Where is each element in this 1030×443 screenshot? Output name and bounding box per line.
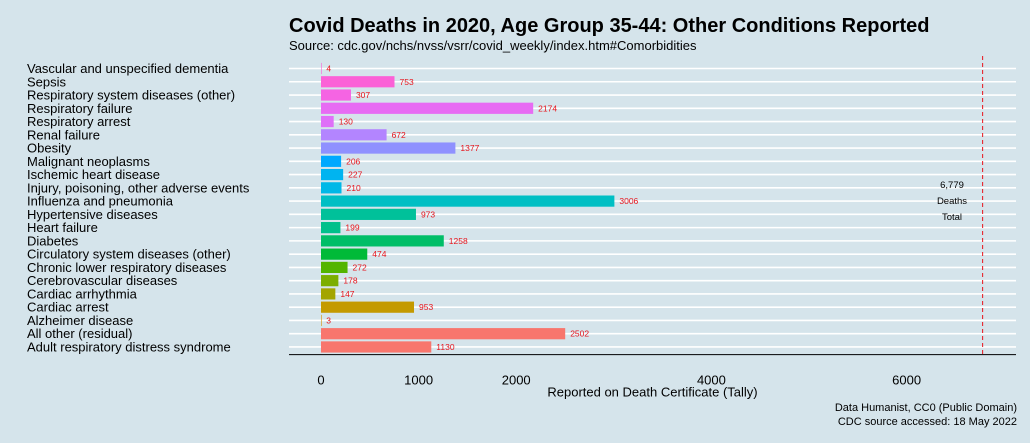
category-label: Hypertensive diseases	[27, 207, 158, 222]
bar	[321, 62, 322, 75]
chart-subtitle: Source: cdc.gov/nchs/nvss/vsrr/covid_wee…	[289, 38, 697, 53]
bar-value-label: 147	[340, 289, 354, 299]
bar-value-label: 307	[356, 90, 370, 100]
category-label: Ischemic heart disease	[27, 167, 160, 182]
bar	[321, 301, 415, 313]
x-tick-label: 4000	[697, 373, 726, 388]
category-label: Sepsis	[27, 74, 67, 89]
category-label: Cardiac arrhythmia	[27, 286, 138, 301]
category-label: All other (residual)	[27, 326, 133, 341]
bar-value-label: 227	[348, 170, 362, 180]
bar	[321, 328, 566, 340]
category-label: Circulatory system diseases (other)	[27, 247, 231, 262]
bar	[321, 115, 334, 128]
caption-credit: Data Humanist, CC0 (Public Domain)	[834, 402, 1017, 414]
bar	[321, 248, 368, 260]
bar	[321, 275, 339, 287]
bar	[321, 102, 534, 114]
bar-value-label: 206	[346, 156, 360, 166]
bar-value-label: 973	[421, 209, 435, 219]
bar	[321, 129, 387, 141]
category-label: Obesity	[27, 141, 72, 156]
total-annotation-line: Deaths	[937, 196, 967, 207]
caption-source-date: CDC source accessed: 18 May 2022	[837, 416, 1017, 428]
bar	[321, 261, 348, 273]
category-label: Respiratory arrest	[27, 114, 131, 129]
x-tick-label: 1000	[404, 373, 433, 388]
category-label: Chronic lower respiratory diseases	[27, 260, 227, 275]
category-label: Renal failure	[27, 127, 100, 142]
bar	[321, 288, 336, 300]
category-label: Adult respiratory distress syndrome	[27, 339, 231, 354]
x-tick-label: 0	[317, 373, 324, 388]
bar-value-label: 1377	[460, 143, 479, 153]
bar	[321, 222, 341, 234]
total-annotation-line: Total	[942, 212, 962, 223]
category-label: Heart failure	[27, 220, 98, 235]
bar	[321, 235, 444, 247]
bar-value-label: 2502	[570, 329, 589, 339]
bar-value-label: 272	[353, 262, 367, 272]
bar-value-label: 3006	[619, 196, 638, 206]
category-label: Respiratory failure	[27, 101, 133, 116]
bar-value-label: 1130	[436, 342, 455, 352]
bar	[321, 142, 456, 154]
bar	[321, 341, 432, 353]
bar-value-label: 672	[392, 130, 406, 140]
category-label: Injury, poisoning, other adverse events	[27, 180, 250, 195]
total-annotation-line: 6,779	[940, 180, 964, 191]
bar-value-label: 2174	[538, 103, 557, 113]
bar-value-label: 474	[372, 249, 386, 259]
x-tick-label: 6000	[892, 373, 921, 388]
category-label: Diabetes	[27, 233, 79, 248]
bar	[321, 195, 615, 207]
bar-value-label: 953	[419, 302, 433, 312]
bar	[321, 208, 416, 220]
bar	[321, 155, 342, 167]
bar	[321, 76, 395, 88]
x-tick-label: 2000	[502, 373, 531, 388]
category-label: Cerebrovascular diseases	[27, 273, 178, 288]
bar-value-label: 3	[326, 315, 331, 325]
x-axis-title: Reported on Death Certificate (Tally)	[547, 385, 757, 400]
bar	[321, 168, 344, 181]
category-label: Malignant neoplasms	[27, 154, 150, 169]
category-label: Respiratory system diseases (other)	[27, 88, 235, 103]
bar-value-label: 4	[326, 64, 331, 74]
bar	[321, 89, 351, 101]
category-label: Influenza and pneumonia	[27, 194, 174, 209]
bar	[321, 182, 342, 194]
bar-value-label: 199	[345, 223, 359, 233]
bar-value-label: 1258	[449, 236, 468, 246]
bar-value-label: 178	[343, 276, 357, 286]
chart-title: Covid Deaths in 2020, Age Group 35-44: O…	[289, 15, 930, 37]
bar-value-label: 753	[399, 77, 413, 87]
category-label: Cardiac arrest	[27, 300, 109, 315]
bar-value-label: 210	[346, 183, 360, 193]
bar-value-label: 130	[339, 117, 353, 127]
category-label: Vascular and unspecified dementia	[27, 61, 229, 76]
bar	[321, 314, 322, 327]
category-label: Alzheimer disease	[27, 313, 133, 328]
